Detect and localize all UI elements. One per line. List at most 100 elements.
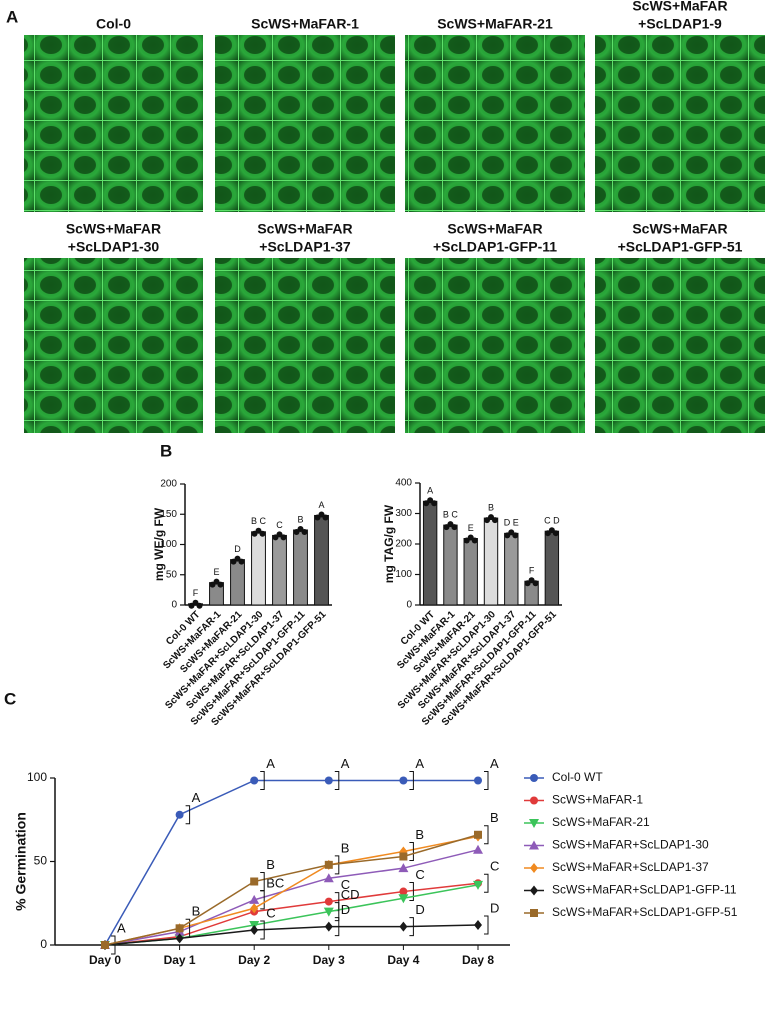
y-tick-label: 150: [160, 509, 177, 520]
replicate-dot: [512, 532, 519, 539]
replicate-dot: [280, 534, 287, 541]
legend-marker: [530, 774, 538, 782]
legend-label: ScWS+MaFAR+ScLDAP1-37: [552, 860, 709, 874]
replicate-dot: [196, 602, 203, 609]
micrograph-title: ScWS+MaFAR: [66, 221, 161, 237]
micrograph: [595, 258, 765, 433]
replicate-dot: [301, 528, 308, 535]
significance-letter: A: [318, 500, 324, 510]
series-line: [104, 779, 478, 946]
y-tick-label: 200: [160, 479, 177, 490]
y-tick-label: 300: [395, 508, 412, 519]
bar: [504, 532, 519, 606]
legend-label: ScWS+MaFAR+ScLDAP1-30: [552, 838, 709, 852]
significance-letter: C D: [544, 516, 560, 526]
data-point: [399, 887, 408, 896]
significance-letter: A: [415, 756, 424, 771]
data-point: [249, 894, 260, 904]
bar: [422, 500, 438, 606]
y-tick-label: 0: [171, 600, 177, 611]
panel-label: A: [6, 7, 18, 26]
bar: [463, 538, 478, 606]
y-tick-label: 50: [166, 569, 178, 580]
panel-label: C: [4, 689, 16, 708]
micrograph-title: ScWS+MaFAR-21: [437, 16, 553, 32]
significance-letter: E: [213, 567, 219, 577]
significance-letter: D: [234, 544, 241, 554]
series-line: [104, 834, 479, 946]
significance-bracket: [111, 935, 116, 955]
series-line: [104, 924, 479, 946]
data-point: [250, 903, 259, 914]
y-axis-label: % Germination: [13, 812, 29, 911]
data-point: [398, 863, 409, 873]
legend-label: ScWS+MaFAR-21: [552, 815, 650, 829]
significance-letter: D: [415, 902, 424, 917]
significance-bracket: [484, 873, 489, 893]
data-point: [474, 919, 482, 930]
legend-label: ScWS+MaFAR+ScLDAP1-GFP-51: [552, 905, 738, 919]
legend-label: ScWS+MaFAR+ScLDAP1-GFP-11: [552, 883, 737, 897]
series-line: [104, 849, 479, 946]
x-tick-label: Day 8: [462, 953, 494, 967]
micrograph-title: Col-0: [96, 16, 131, 32]
significance-letter: A: [427, 486, 433, 496]
significance-letter: F: [193, 588, 199, 598]
data-point: [399, 776, 408, 785]
micrograph-title: +ScLDAP1-9: [638, 16, 722, 32]
data-point: [175, 933, 184, 944]
data-point: [324, 921, 333, 932]
y-tick-label: 100: [27, 770, 47, 784]
significance-bracket: [334, 855, 340, 875]
significance-letter: A: [490, 756, 499, 771]
replicate-dot: [322, 514, 329, 521]
significance-bracket: [260, 771, 265, 791]
significance-bracket: [260, 872, 265, 892]
significance-bracket: [484, 915, 489, 935]
y-tick-label: 0: [40, 937, 47, 951]
significance-letter: B: [192, 904, 201, 919]
significance-letter: C: [266, 905, 275, 920]
micrograph: [215, 35, 395, 212]
significance-letter: B: [341, 840, 350, 855]
legend-marker: [530, 885, 538, 896]
significance-bracket: [409, 917, 414, 937]
x-tick-label: Day 3: [313, 953, 345, 967]
x-tick-label: Day 1: [164, 953, 196, 967]
micrograph-title: ScWS+MaFAR: [447, 221, 542, 237]
replicate-dot: [238, 558, 245, 565]
x-tick-label: Day 0: [89, 953, 121, 967]
y-tick-label: 100: [160, 539, 177, 550]
significance-bracket: [260, 920, 265, 940]
micrograph-title: ScWS+MaFAR: [632, 0, 727, 14]
legend-marker: [529, 819, 539, 828]
legend-marker: [530, 909, 538, 917]
legend-label: Col-0 WT: [552, 770, 603, 784]
data-point: [399, 921, 408, 932]
significance-letter: E: [468, 523, 474, 533]
significance-letter: A: [192, 790, 201, 805]
significance-bracket: [409, 771, 414, 791]
micrograph: [215, 258, 395, 433]
significance-bracket: [484, 825, 489, 845]
data-point: [474, 776, 482, 785]
significance-bracket: [484, 771, 489, 791]
y-tick-label: 0: [406, 600, 412, 611]
bar: [293, 529, 308, 606]
replicate-dot: [532, 580, 539, 587]
data-point: [175, 810, 184, 819]
significance-letter: C: [490, 859, 499, 874]
legend-label: ScWS+MaFAR-1: [552, 793, 643, 807]
bar: [443, 524, 458, 606]
micrograph-title: +ScLDAP1-GFP-51: [618, 239, 743, 255]
data-point: [324, 897, 333, 906]
legend-marker: [530, 796, 538, 805]
replicate-dot: [259, 530, 266, 537]
series-line: [104, 882, 479, 946]
data-point: [323, 907, 334, 917]
y-tick-label: 400: [395, 478, 412, 489]
significance-letter: A: [341, 756, 350, 771]
micrograph-title: ScWS+MaFAR-1: [251, 16, 359, 32]
x-tick-label: Day 4: [387, 953, 419, 967]
